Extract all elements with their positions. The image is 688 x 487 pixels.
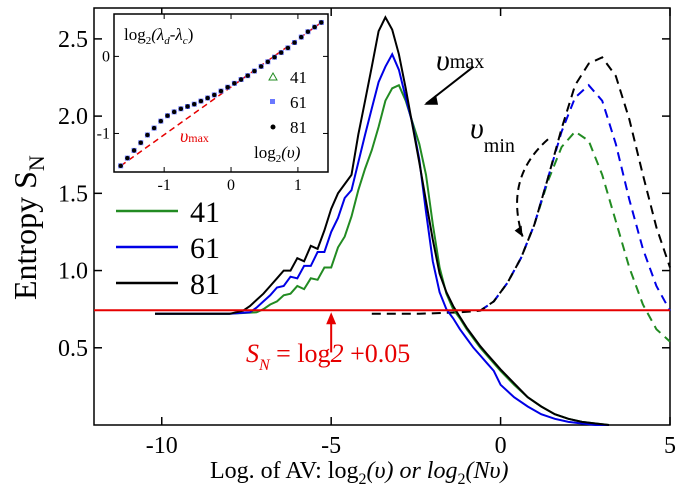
inset-point-81 (212, 92, 217, 98)
inset-point-81 (178, 106, 184, 112)
inset-point-81 (292, 40, 297, 45)
inset-point-81 (165, 113, 170, 118)
axis-labels: Entropy SN Log. of AV: log2(υ) or log2(N… (7, 44, 515, 487)
series-61-line (155, 52, 609, 426)
inset-point-81 (299, 34, 304, 40)
y-tick-label: 1.0 (58, 259, 88, 285)
inset-point-81 (131, 148, 137, 153)
inset-legend-label-61: 61 (290, 93, 307, 112)
y-axis-label: Entropy SN (7, 155, 49, 300)
inset-point-81 (238, 77, 244, 82)
inset-point-81 (312, 24, 317, 30)
series-61-dashed (479, 83, 671, 312)
inset-point-81 (171, 109, 177, 115)
legend-label-81: 81 (190, 268, 220, 301)
inset-point-81 (252, 68, 257, 74)
legend-label-41: 41 (190, 196, 220, 229)
inset-y-tick-label: -1 (97, 125, 110, 142)
inset-point-81 (225, 85, 230, 90)
vmin-annotation: υmin (470, 112, 515, 157)
vmax-arrowhead (424, 94, 439, 105)
y-tick-label: 2.0 (58, 104, 88, 130)
inset-point-81 (265, 59, 271, 64)
inset-point-81 (185, 104, 190, 109)
inset-point-81 (138, 140, 143, 145)
inset-point-81 (145, 132, 150, 138)
y-tick-label: 0.5 (58, 336, 88, 362)
threshold-arrowhead (326, 312, 337, 325)
inset-point-81 (232, 81, 237, 86)
inset-x-tick-label: -1 (157, 177, 170, 194)
inset-legend-marker-41 (268, 71, 278, 81)
inset-point-81 (258, 64, 264, 69)
inset-legend-label-41: 41 (290, 68, 307, 87)
inset-legend-label-81: 81 (290, 118, 307, 137)
inset-point-81 (192, 101, 197, 107)
x-tick-label: 0 (495, 433, 507, 459)
x-tick-label: 5 (664, 433, 676, 459)
vmax-annotation: υmax (436, 44, 484, 77)
inset-x-tick-label: 0 (227, 177, 235, 194)
inset-point-81 (319, 20, 324, 25)
x-tick-label: -5 (321, 433, 341, 459)
inset-vmax-annotation: υmax (180, 126, 209, 146)
inset-point-81 (198, 98, 204, 104)
y-tick-label: 2.5 (58, 27, 88, 53)
plot-frame (93, 7, 671, 426)
inset-point-81 (305, 29, 311, 34)
inset-point-81 (118, 163, 123, 169)
vmin-arrowhead (514, 225, 523, 237)
inset-point-81 (278, 50, 284, 55)
inset-plot: -1 0 1 -1 0 log2(λd-λc) log2(υ) υmax 41 61 81 (97, 13, 329, 194)
threshold-label: SN = log2 +0.05 (246, 339, 410, 374)
legend-label-61: 61 (190, 232, 220, 265)
inset-point-81 (285, 45, 291, 51)
inset-y-label: log2(λd-λc) (124, 25, 193, 47)
inset-point-81 (245, 73, 250, 78)
inset-x-tick-label: 1 (294, 177, 302, 194)
inset-point-81 (151, 125, 157, 131)
inset-legend-marker-61 (270, 99, 275, 104)
inset-legend-marker-81 (270, 124, 276, 130)
inset-point-81 (125, 155, 130, 161)
inset-point-81 (272, 54, 277, 60)
series-41-line (155, 83, 610, 426)
vmin-arrow (516, 138, 549, 237)
inset-point-81 (205, 95, 210, 101)
inset-x-label: log2(υ) (254, 143, 301, 165)
inset-point-81 (218, 88, 224, 94)
y-tick-label: 1.5 (58, 181, 88, 207)
series-81-line (155, 15, 610, 426)
x-tick-label: -10 (146, 433, 178, 459)
x-axis-label: Log. of AV: log2(υ) or log2(Nυ) (210, 458, 508, 487)
inset-y-tick-label: 0 (102, 48, 110, 65)
inset-point-81 (158, 118, 164, 124)
